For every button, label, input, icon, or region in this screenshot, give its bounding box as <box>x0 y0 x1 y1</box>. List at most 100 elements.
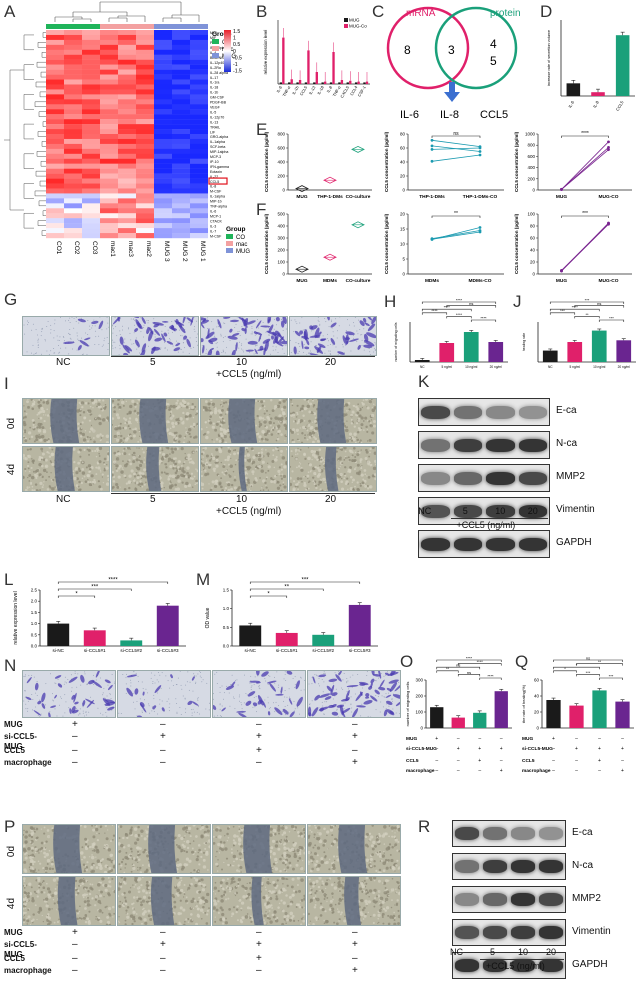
cell-speck <box>202 433 205 436</box>
heatmap-cell <box>136 49 154 55</box>
heatmap-cell <box>172 124 190 130</box>
cell-speck <box>111 825 114 826</box>
pore-speck <box>114 682 115 684</box>
cell-speck <box>91 825 94 827</box>
cell-speck <box>305 475 307 478</box>
cell-speck <box>364 473 367 476</box>
cell-speck <box>103 457 107 461</box>
cell-speck <box>363 429 365 431</box>
pore-speck <box>300 677 302 679</box>
pore-speck <box>222 341 224 343</box>
pore-speck <box>68 319 70 321</box>
stained-cell <box>126 687 134 697</box>
x-tick-label: MUG <box>296 194 307 200</box>
blot-bracket-line <box>450 518 548 519</box>
stained-cell <box>229 328 233 333</box>
y-tick-label: 400 <box>527 165 535 170</box>
heatmap-cell <box>118 134 136 140</box>
stained-cell <box>269 682 277 692</box>
y-tick-label: 40 <box>534 694 540 699</box>
cell-speck <box>308 410 312 414</box>
panel-letter-c: C <box>372 2 385 21</box>
cell-speck <box>296 453 299 455</box>
cell-speck <box>46 439 49 442</box>
micrograph-n-3 <box>212 670 306 718</box>
cell-speck <box>51 487 55 491</box>
cell-speck <box>356 431 360 434</box>
stained-cell <box>282 708 289 715</box>
cell-speck <box>119 422 122 425</box>
pore-speck <box>28 675 30 677</box>
cell-speck <box>300 441 304 443</box>
wound-i-4d-10 <box>200 446 288 492</box>
heatmap-cell <box>46 69 64 75</box>
cell-speck <box>35 872 38 873</box>
heatmap-cell <box>136 89 154 95</box>
pore-speck <box>323 681 325 683</box>
stained-cell <box>245 349 254 352</box>
heatmap-cell <box>82 34 100 41</box>
stained-cell <box>388 679 399 684</box>
pore-speck <box>254 706 256 708</box>
pore-speck <box>28 322 30 324</box>
cell-speck <box>277 432 280 435</box>
cell-speck <box>222 401 226 405</box>
cell-speck <box>106 463 108 466</box>
heatmap-cell <box>100 69 118 75</box>
heatmap-cell <box>100 163 118 169</box>
pore-speck <box>107 322 109 324</box>
heatmap-cell <box>82 198 100 204</box>
significance-bracket <box>57 581 169 584</box>
pore-speck <box>213 698 214 700</box>
pore-speck <box>79 712 81 714</box>
cell-speck <box>188 461 192 464</box>
cell-speck <box>79 408 82 411</box>
pore-speck <box>102 694 104 696</box>
pore-speck <box>160 336 162 338</box>
stained-cell <box>364 322 370 327</box>
heatmap-row-label: IL-18 <box>210 86 218 90</box>
heatmap-cell <box>118 163 136 169</box>
cell-speck <box>191 477 194 480</box>
cell-speck <box>304 434 306 436</box>
dendrogram-branch <box>23 153 34 169</box>
pore-speck <box>110 698 112 700</box>
cell-speck <box>227 449 231 453</box>
x-tick-label: MDMs <box>425 278 439 284</box>
heatmap-cell <box>64 39 82 46</box>
heatmap-cell <box>118 188 136 194</box>
pore-speck <box>322 705 324 707</box>
heatmap-color-scale: 1.510.50-0.5-1-1.5 <box>224 29 242 75</box>
pore-speck <box>240 702 242 704</box>
cell-speck <box>104 405 107 409</box>
blot-band <box>518 471 547 485</box>
y-tick-label: 20 <box>530 260 536 265</box>
pore-speck <box>208 702 210 704</box>
cell-speck <box>112 486 114 490</box>
heatmap-cell <box>82 193 100 199</box>
pore-speck <box>267 334 269 336</box>
pore-speck <box>284 696 286 698</box>
stained-cell <box>170 326 176 332</box>
cell-speck <box>131 399 135 403</box>
bar <box>346 82 349 84</box>
y-tick-label: 0 <box>532 272 535 277</box>
heatmap-column-label: CO1 <box>55 241 62 255</box>
cell-speck <box>42 401 46 404</box>
heatmap-cell <box>190 64 208 70</box>
pore-speck <box>296 323 298 325</box>
panel-letter-a: A <box>4 2 16 21</box>
color-scale-tick: -1.5 <box>233 69 242 75</box>
x-tick-label: CO-culture <box>346 194 371 200</box>
heatmap-cell <box>172 228 190 234</box>
cell-speck <box>170 412 173 414</box>
cell-speck <box>169 464 173 469</box>
heatmap-cell <box>82 163 100 169</box>
heatmap-cell <box>190 74 208 80</box>
cell-speck <box>310 435 313 438</box>
heatmap-cell <box>46 129 64 135</box>
stained-cell <box>104 679 111 684</box>
pore-speck <box>327 340 329 342</box>
heatmap-cell <box>136 44 154 51</box>
blot-band <box>486 438 515 452</box>
